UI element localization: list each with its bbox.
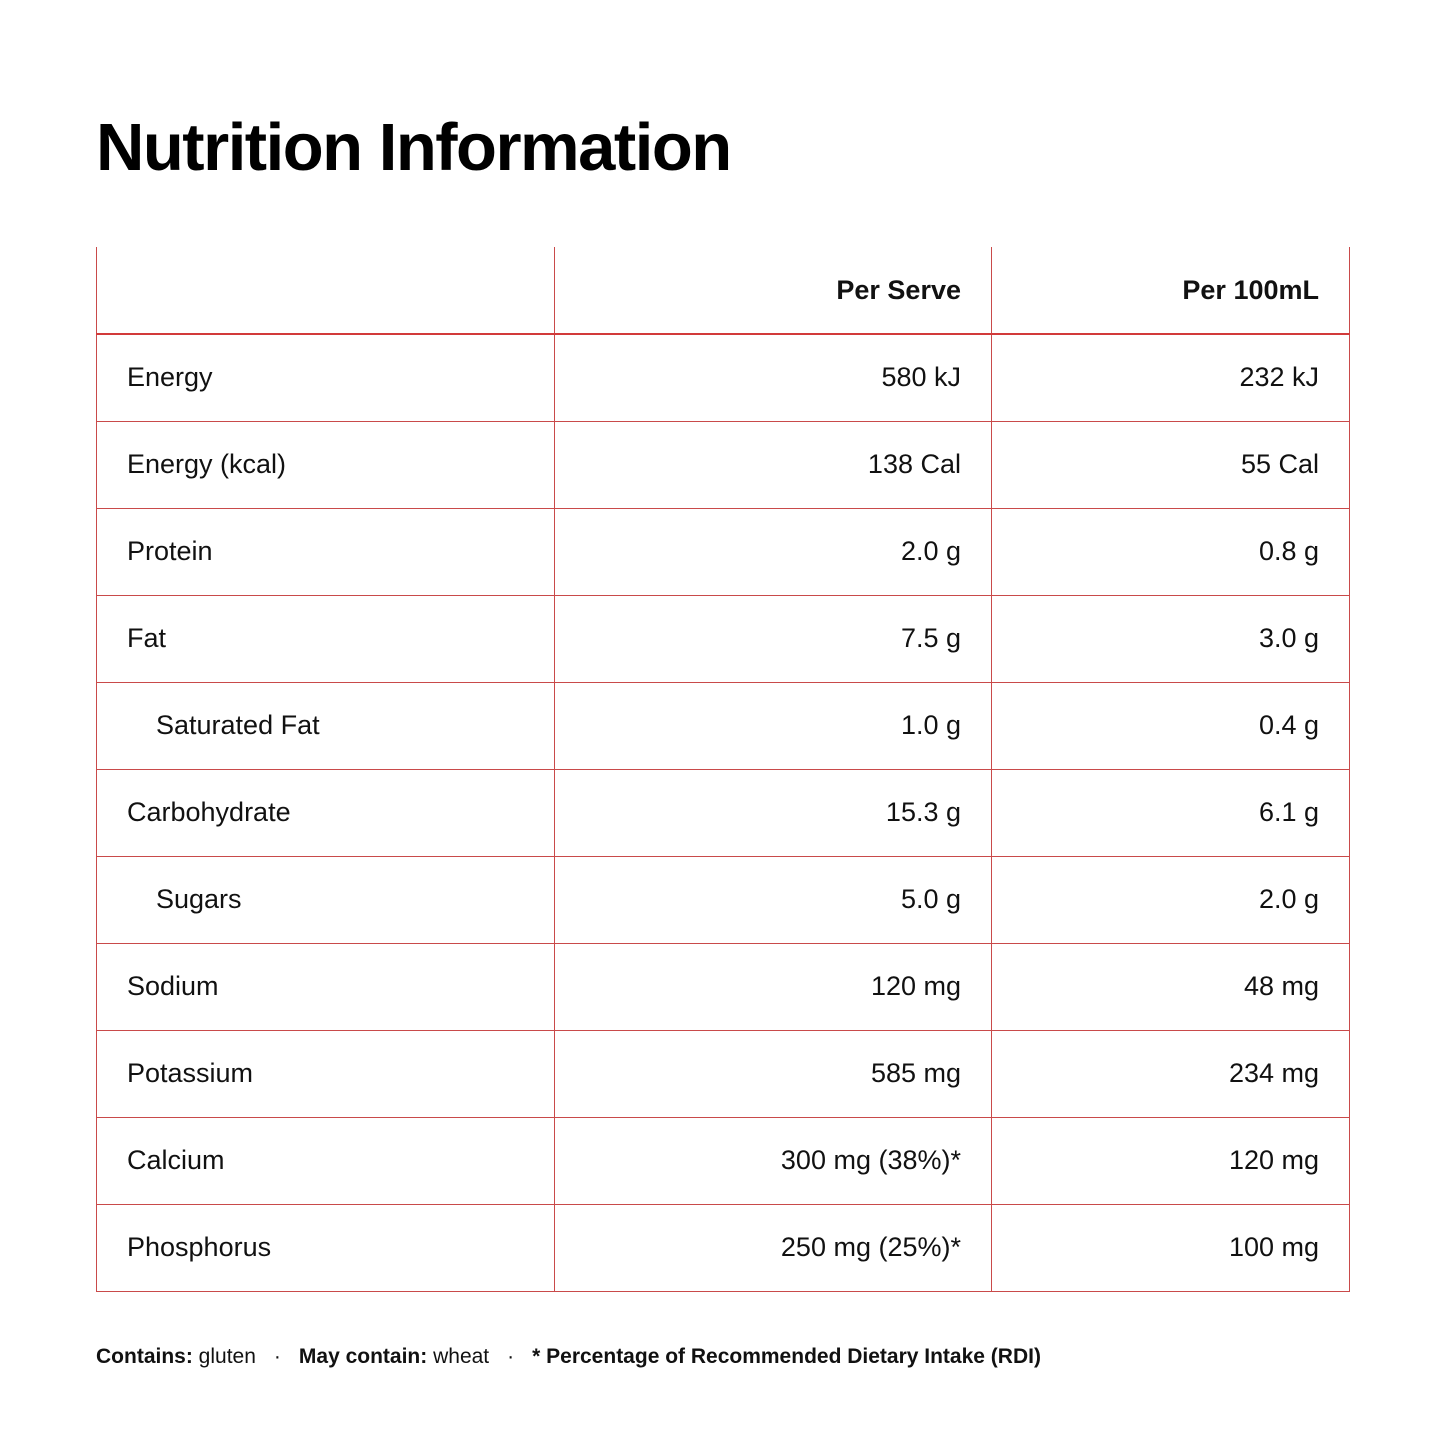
nutrient-value: 48 mg [991, 943, 1350, 1031]
footer-label: May contain: [298, 1345, 428, 1368]
footer-value: wheat [433, 1345, 490, 1368]
nutrient-name: Fat [96, 595, 555, 683]
nutrient-value: 1.0 g [554, 682, 992, 770]
nutrient-value: 6.1 g [991, 769, 1350, 857]
table-row: Potassium 585 mg 234 mg [96, 1030, 1350, 1118]
table-row: Protein 2.0 g 0.8 g [96, 508, 1350, 596]
footer-note: * Percentage of Recommended Dietary Inta… [532, 1345, 1041, 1368]
table-row: Sodium 120 mg 48 mg [96, 943, 1350, 1031]
header-cell: Per 100mL [991, 247, 1350, 335]
nutrient-name: Protein [96, 508, 555, 596]
footer: Contains: gluten · May contain: wheat · * Pe… [96, 1345, 1041, 1369]
nutrient-value: 0.4 g [991, 682, 1350, 770]
nutrient-value: 15.3 g [554, 769, 992, 857]
nutrition-table: Per Serve Per 100mL Energy 580 kJ 232 kJ En… [96, 247, 1350, 1292]
nutrient-value: 585 mg [554, 1030, 992, 1118]
separator: · [273, 1345, 281, 1368]
nutrient-value: 580 kJ [554, 334, 992, 422]
table-row: Phosphorus 250 mg (25%)* 100 mg [96, 1204, 1350, 1292]
table-row: Saturated Fat 1.0 g 0.4 g [96, 682, 1350, 770]
nutrient-name: Energy [96, 334, 555, 422]
table-row: Calcium 300 mg (38%)* 120 mg [96, 1117, 1350, 1205]
table-row: Carbohydrate 15.3 g 6.1 g [96, 769, 1350, 857]
nutrient-value: 100 mg [991, 1204, 1350, 1292]
nutrient-value: 55 Cal [991, 421, 1350, 509]
nutrient-value: 7.5 g [554, 595, 992, 683]
nutrient-value: 138 Cal [554, 421, 992, 509]
nutrient-value: 120 mg [991, 1117, 1350, 1205]
nutrient-name: Phosphorus [96, 1204, 555, 1292]
nutrient-value: 232 kJ [991, 334, 1350, 422]
table-row: Sugars 5.0 g 2.0 g [96, 856, 1350, 944]
nutrient-name: Calcium [96, 1117, 555, 1205]
header-row: Per Serve Per 100mL [96, 247, 1350, 335]
nutrient-name: Sodium [96, 943, 555, 1031]
footer-value: gluten [198, 1345, 256, 1368]
nutrient-value: 120 mg [554, 943, 992, 1031]
nutrient-value: 5.0 g [554, 856, 992, 944]
separator: · [507, 1345, 515, 1368]
nutrient-name: Potassium [96, 1030, 555, 1118]
table-row: Energy (kcal) 138 Cal 55 Cal [96, 421, 1350, 509]
nutrient-name: Carbohydrate [96, 769, 555, 857]
nutrient-value: 2.0 g [991, 856, 1350, 944]
footer-label: Contains: [96, 1345, 193, 1368]
table-row: Fat 7.5 g 3.0 g [96, 595, 1350, 683]
table-row: Energy 580 kJ 232 kJ [96, 334, 1350, 422]
nutrient-value: 250 mg (25%)* [554, 1204, 992, 1292]
nutrient-value: 234 mg [991, 1030, 1350, 1118]
header-cell [96, 247, 555, 335]
table-body: Energy 580 kJ 232 kJ Energy (kcal) 138 Cal 55… [96, 334, 1350, 1292]
nutrient-value: 0.8 g [991, 508, 1350, 596]
title: Nutrition Information [96, 110, 732, 185]
nutrient-value: 3.0 g [991, 595, 1350, 683]
nutrient-value: 300 mg (38%)* [554, 1117, 992, 1205]
nutrient-value: 2.0 g [554, 508, 992, 596]
header-cell: Per Serve [554, 247, 992, 335]
nutrient-name: Saturated Fat [96, 682, 555, 770]
nutrient-name: Energy (kcal) [96, 421, 555, 509]
nutrient-name: Sugars [96, 856, 555, 944]
